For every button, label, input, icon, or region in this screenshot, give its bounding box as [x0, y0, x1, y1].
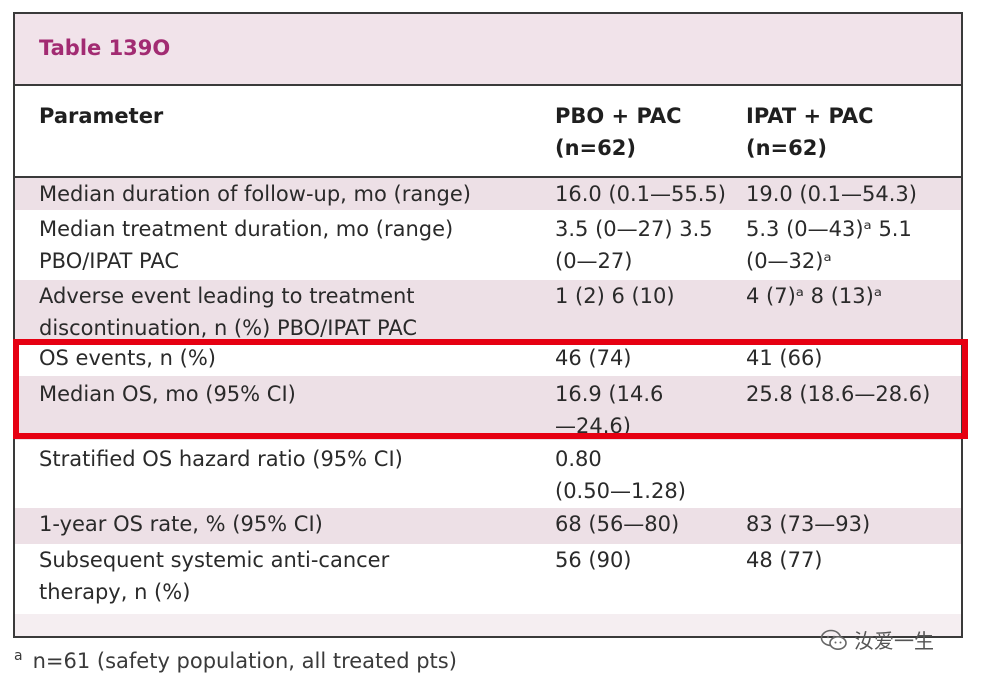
table-row: Median treatment duration, mo (range) PB…	[15, 210, 961, 280]
row-param: Median duration of follow-up, mo (range)	[39, 182, 471, 206]
table-row: Median OS, mo (95% CI) 16.9 (14.6 —24.6)…	[15, 376, 961, 440]
footnote: a n=61 (safety population, all treated pt…	[14, 648, 457, 673]
table-header: Parameter PBO + PAC (n=62) IPAT + PAC (n…	[15, 86, 961, 178]
watermark: 汝爱一生	[820, 625, 934, 654]
row-param: OS events, n (%)	[39, 346, 216, 370]
row-ipat-value: 25.8 (18.6—28.6)	[746, 382, 931, 406]
row-pbo-value: 1 (2) 6 (10)	[555, 284, 675, 308]
row-ipat-value: 83 (73—93)	[746, 512, 871, 536]
wechat-icon	[820, 629, 847, 650]
table-row: OS events, n (%) 46 (74) 41 (66)	[15, 342, 961, 376]
row-ipat-value: 41 (66)	[746, 346, 823, 370]
table-row: Stratified OS hazard ratio (95% CI) 0.80…	[15, 440, 961, 508]
footnote-mark: a	[14, 648, 23, 664]
row-pbo-value: 46 (74)	[555, 346, 632, 370]
row-pbo-value: 56 (90)	[555, 548, 632, 572]
row-pbo-value: 3.5 (0—27) 3.5 (0—27)	[555, 217, 713, 273]
row-pbo-value: 16.0 (0.1—55.5)	[555, 182, 726, 206]
table-row: Subsequent systemic anti-cancer therapy,…	[15, 544, 961, 614]
row-ipat-value: 48 (77)	[746, 548, 823, 572]
row-param: Stratified OS hazard ratio (95% CI)	[39, 447, 403, 471]
footnote-text: n=61 (safety population, all treated pts…	[32, 649, 457, 673]
row-param: Median treatment duration, mo (range) PB…	[39, 217, 454, 273]
row-ipat-value: 19.0 (0.1—54.3)	[746, 182, 917, 206]
row-param: Median OS, mo (95% CI)	[39, 382, 296, 406]
row-param: 1-year OS rate, % (95% CI)	[39, 512, 323, 536]
header-pbo-pac: PBO + PAC (n=62)	[555, 104, 682, 160]
table-title-bar: Table 139O	[15, 14, 961, 86]
row-param: Subsequent systemic anti-cancer therapy,…	[39, 548, 390, 604]
highlight-box	[13, 339, 968, 439]
row-ipat-value: 4 (7)ᵃ 8 (13)ᵃ	[746, 284, 883, 308]
header-parameter: Parameter	[39, 104, 164, 128]
table-title: Table 139O	[39, 36, 171, 60]
table-row: 1-year OS rate, % (95% CI) 68 (56—80) 83…	[15, 508, 961, 544]
watermark-text: 汝爱一生	[854, 629, 934, 653]
row-param: Adverse event leading to treatment disco…	[39, 284, 417, 340]
row-pbo-value: 0.80 (0.50—1.28)	[555, 447, 686, 503]
table-row: Adverse event leading to treatment disco…	[15, 280, 961, 342]
row-pbo-value: 68 (56—80)	[555, 512, 680, 536]
header-ipat-pac: IPAT + PAC (n=62)	[746, 104, 874, 160]
table-row: Median duration of follow-up, mo (range)…	[15, 178, 961, 210]
table-frame: Table 139O Parameter PBO + PAC (n=62) IP…	[13, 12, 963, 638]
row-ipat-value: 5.3 (0—43)ᵃ 5.1 (0—32)ᵃ	[746, 217, 912, 273]
